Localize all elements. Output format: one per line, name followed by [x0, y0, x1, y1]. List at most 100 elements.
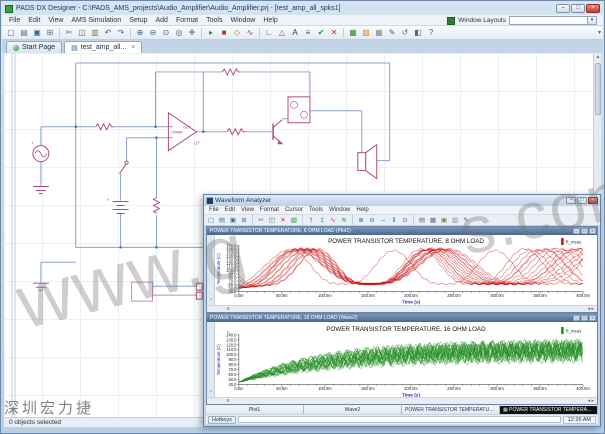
pan-icon[interactable]: ✚ — [188, 27, 196, 37]
child-close-button[interactable]: × — [589, 315, 596, 321]
stop-sim-icon[interactable]: ■ — [221, 27, 227, 37]
measure-icon[interactable]: ∿ — [330, 216, 336, 224]
copy-icon[interactable]: ◫ — [268, 216, 276, 224]
tab-start-page[interactable]: Start Page — [6, 41, 63, 53]
print-icon[interactable]: ⊞ — [46, 27, 54, 37]
chart-16ohm[interactable]: POWER TRANSISTOR TEMPERATURE, 16 OHM LOA… — [215, 322, 597, 399]
delete-icon[interactable]: ✕ — [280, 216, 286, 224]
mirror-icon[interactable]: ◧ — [414, 27, 422, 37]
grid-icon[interactable]: ▦ — [375, 27, 383, 37]
wave-title-bar[interactable]: Waveform Analyzer – □ × — [204, 195, 600, 206]
check-icon[interactable]: ✔ — [317, 27, 325, 37]
menu-edit[interactable]: Edit — [28, 16, 41, 24]
maximize-button[interactable]: □ — [571, 4, 585, 13]
plot-hscroll[interactable]: x ◂ ▸ — [207, 305, 597, 312]
add-text-icon[interactable]: A — [292, 27, 298, 37]
zoom-fit-icon[interactable]: ⊙ — [402, 216, 408, 224]
child-minimize-button[interactable]: – — [573, 315, 580, 321]
chart-icon[interactable]: ▧ — [290, 216, 298, 224]
properties-icon[interactable]: ✎ — [388, 27, 396, 37]
menu-setup[interactable]: Setup — [129, 16, 148, 24]
zoom-x-icon[interactable]: ⇔ — [379, 216, 387, 224]
menu-file[interactable]: File — [9, 16, 21, 24]
scroll-up-icon[interactable]: ▲ — [595, 54, 601, 59]
plot-tool-strip[interactable]: ◔ — [207, 235, 215, 305]
menu-window[interactable]: Window — [230, 16, 256, 24]
menu-format[interactable]: Format — [175, 16, 199, 24]
menu-help[interactable]: Help — [263, 16, 278, 24]
overlay-icon[interactable]: ≋ — [341, 216, 347, 224]
open-icon[interactable]: ▤ — [20, 27, 28, 37]
chart-8ohm[interactable]: POWER TRANSISTOR TEMPERATURE, 8 OHM LOAD… — [215, 235, 597, 307]
zoom-out-icon[interactable]: ⊖ — [369, 216, 375, 224]
wave-menu-tools[interactable]: Tools — [308, 207, 323, 213]
toolbar-overflow-icon[interactable]: ▾ — [597, 30, 601, 36]
probe-icon[interactable]: ◇ — [233, 27, 241, 37]
plot-tool-strip[interactable]: ◔ — [207, 322, 215, 397]
new-icon[interactable]: ▢ — [207, 216, 215, 224]
wave-menu-cursor[interactable]: Cursor — [284, 207, 303, 213]
help-icon[interactable]: ? — [428, 27, 434, 37]
zoom-y-icon[interactable]: ⇕ — [391, 216, 397, 224]
tab-close-icon[interactable]: × — [131, 44, 136, 51]
menu-add[interactable]: Add — [155, 16, 168, 24]
open-icon[interactable]: ▤ — [218, 216, 226, 224]
menu-view[interactable]: View — [48, 16, 64, 24]
zoom-out-icon[interactable]: ⊖ — [149, 27, 157, 37]
title-bar[interactable]: PADS DX Designer - C:\PADS_AMS_projects\… — [2, 2, 603, 15]
wave-menu-window[interactable]: Window — [328, 207, 351, 213]
child-maximize-button[interactable]: □ — [581, 228, 588, 234]
new-icon[interactable]: ▢ — [7, 27, 15, 37]
wave-menu-help[interactable]: Help — [356, 207, 369, 213]
copy-icon[interactable]: ◫ — [78, 27, 86, 37]
wave-menu-view[interactable]: View — [241, 207, 254, 213]
menu-ams-simulation[interactable]: AMS Simulation — [71, 16, 122, 24]
hotkeys-button[interactable]: Hotkeys — [208, 415, 236, 424]
grid-icon[interactable]: ▥ — [451, 216, 459, 224]
window-layouts-combobox[interactable]: ▾ — [509, 16, 597, 25]
zoom-in-icon[interactable]: ⊕ — [358, 216, 364, 224]
zoom-in-icon[interactable]: ⊕ — [136, 27, 144, 37]
waveform-icon[interactable]: ∿ — [246, 27, 254, 37]
close-button[interactable]: × — [586, 4, 600, 13]
minimize-button[interactable]: – — [556, 4, 570, 13]
add-part-icon[interactable]: △ — [278, 27, 286, 37]
child-close-button[interactable]: × — [589, 228, 596, 234]
bottom-tab-2[interactable]: Wave2 — [304, 405, 402, 414]
cut-icon[interactable]: ✂ — [65, 27, 73, 37]
save-icon[interactable]: ▣ — [229, 216, 237, 224]
zoom-fit-icon[interactable]: ⊙ — [162, 27, 170, 37]
wave-minimize-button[interactable]: – — [566, 197, 576, 204]
chevron-down-icon[interactable]: ▾ — [587, 17, 596, 24]
wave-close-button[interactable]: × — [588, 197, 598, 204]
color-icon[interactable]: ▦ — [349, 27, 357, 37]
delete-icon[interactable]: ✕ — [330, 27, 338, 37]
paste-icon[interactable]: ▥ — [91, 27, 99, 37]
tab-test-amp[interactable]: ▤ test_amp_all... × — [64, 41, 143, 53]
hscroll-arrows-icon[interactable]: ◂ ▸ — [587, 306, 594, 312]
cursor2-icon[interactable]: ‡ — [320, 216, 324, 224]
child-maximize-button[interactable]: □ — [581, 315, 588, 321]
zoom-area-icon[interactable]: ◎ — [175, 27, 183, 37]
menu-tools[interactable]: Tools — [206, 16, 223, 24]
print-icon[interactable]: ⊞ — [241, 216, 247, 224]
child-minimize-button[interactable]: – — [573, 228, 580, 234]
plot-hscroll[interactable]: x ◂ ▸ — [207, 397, 597, 404]
legend-icon[interactable]: ▣ — [440, 216, 448, 224]
save-icon[interactable]: ▣ — [33, 27, 41, 37]
plot-window-title[interactable]: POWER TRANSISTOR TEMPERATURE, 8 OHM LOAD… — [207, 227, 597, 235]
undo-icon[interactable]: ↶ — [104, 27, 112, 37]
image-icon[interactable]: ▧ — [362, 27, 370, 37]
tile-icon[interactable]: ▦ — [429, 216, 437, 224]
add-wire-icon[interactable]: ∟ — [265, 27, 273, 37]
scrollbar-thumb[interactable] — [595, 63, 601, 115]
redo-icon[interactable]: ↷ — [117, 27, 125, 37]
run-sim-icon[interactable]: ▸ — [208, 27, 213, 37]
wave-maximize-button[interactable]: □ — [577, 197, 587, 204]
cut-icon[interactable]: ✂ — [258, 216, 264, 224]
stack-icon[interactable]: ▤ — [418, 216, 426, 224]
wave-menu-file[interactable]: File — [209, 207, 219, 213]
notes-icon[interactable]: ✎ — [463, 216, 469, 224]
cursor1-icon[interactable]: † — [309, 216, 313, 224]
bottom-tab-3[interactable]: POWER TRANSISTOR TEMPERATURE, 8 OHM LOAD… — [402, 405, 500, 414]
